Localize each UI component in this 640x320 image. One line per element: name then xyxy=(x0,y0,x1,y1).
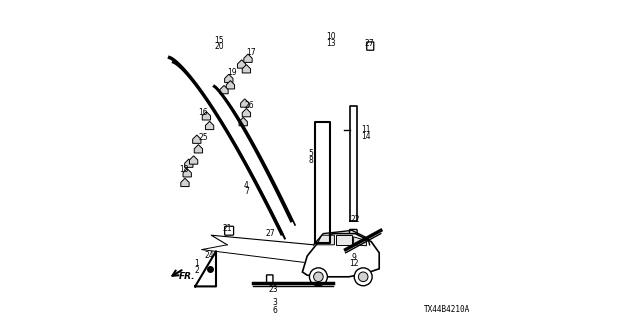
Polygon shape xyxy=(317,235,334,245)
Text: 18: 18 xyxy=(179,165,189,174)
Text: 27: 27 xyxy=(365,39,374,48)
Text: 7: 7 xyxy=(244,188,249,196)
Text: FR.: FR. xyxy=(179,272,196,281)
Text: 11: 11 xyxy=(362,125,371,134)
Circle shape xyxy=(355,268,372,286)
Polygon shape xyxy=(243,108,251,117)
Text: 6: 6 xyxy=(273,306,278,315)
Polygon shape xyxy=(183,169,191,177)
Text: 1: 1 xyxy=(195,260,199,268)
Polygon shape xyxy=(193,135,201,143)
Polygon shape xyxy=(205,121,214,130)
Polygon shape xyxy=(302,234,380,277)
Polygon shape xyxy=(184,159,193,167)
Text: 9: 9 xyxy=(351,253,356,262)
Text: 22: 22 xyxy=(351,215,360,224)
Text: 24: 24 xyxy=(205,252,214,260)
Text: 12: 12 xyxy=(349,260,358,268)
Text: 26: 26 xyxy=(244,101,255,110)
Text: 8: 8 xyxy=(308,156,313,164)
Text: 15: 15 xyxy=(214,36,224,44)
Text: TX44B4210A: TX44B4210A xyxy=(424,305,470,314)
Text: 4: 4 xyxy=(244,181,249,190)
Text: 17: 17 xyxy=(246,48,256,57)
Circle shape xyxy=(314,272,323,282)
Polygon shape xyxy=(195,145,202,153)
Polygon shape xyxy=(220,85,228,94)
Text: 20: 20 xyxy=(214,42,224,51)
Text: 2: 2 xyxy=(195,266,199,275)
Circle shape xyxy=(310,268,327,286)
Text: 14: 14 xyxy=(362,132,371,140)
FancyBboxPatch shape xyxy=(349,229,357,239)
FancyBboxPatch shape xyxy=(367,42,374,50)
Polygon shape xyxy=(241,99,249,107)
Polygon shape xyxy=(239,117,248,126)
Polygon shape xyxy=(181,178,189,187)
Polygon shape xyxy=(336,235,352,245)
Text: 13: 13 xyxy=(326,39,336,48)
Polygon shape xyxy=(225,74,233,83)
Polygon shape xyxy=(354,237,366,246)
Polygon shape xyxy=(227,81,235,89)
Text: 27: 27 xyxy=(266,229,275,238)
Text: 16: 16 xyxy=(198,108,208,116)
Text: 23: 23 xyxy=(269,285,278,294)
Polygon shape xyxy=(244,54,252,62)
FancyBboxPatch shape xyxy=(225,226,234,235)
FancyBboxPatch shape xyxy=(267,275,273,283)
Polygon shape xyxy=(243,65,251,73)
Text: 5: 5 xyxy=(308,149,313,158)
Text: 10: 10 xyxy=(326,32,336,41)
Text: 3: 3 xyxy=(273,298,278,307)
Polygon shape xyxy=(189,156,198,164)
Text: 21: 21 xyxy=(223,224,232,233)
Polygon shape xyxy=(202,112,211,120)
Text: 19: 19 xyxy=(227,68,237,76)
Circle shape xyxy=(358,272,368,282)
Text: 25: 25 xyxy=(198,133,208,142)
Polygon shape xyxy=(237,60,246,68)
